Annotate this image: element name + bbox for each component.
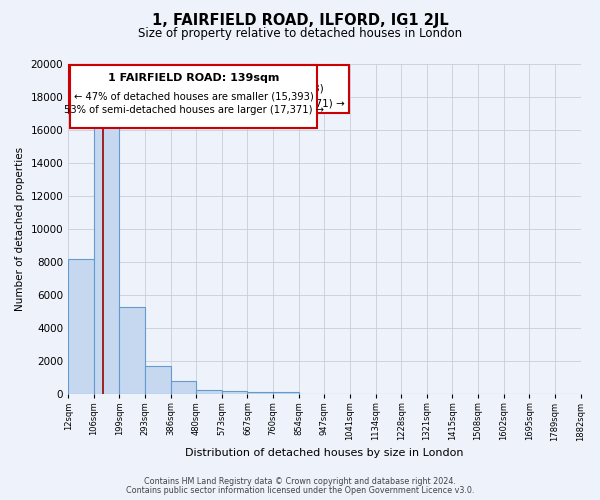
Text: Contains HM Land Registry data © Crown copyright and database right 2024.: Contains HM Land Registry data © Crown c… [144, 477, 456, 486]
Text: 1, FAIRFIELD ROAD, ILFORD, IG1 2JL: 1, FAIRFIELD ROAD, ILFORD, IG1 2JL [152, 12, 448, 28]
Bar [145, 366, 170, 394]
Bar [273, 392, 299, 394]
Bar [119, 307, 145, 394]
Text: 1 FAIRFIELD ROAD: 139sqm: 1 FAIRFIELD ROAD: 139sqm [108, 74, 280, 84]
Bar [222, 391, 247, 394]
Bar [170, 382, 196, 394]
Bar [68, 259, 94, 394]
Text: Contains public sector information licensed under the Open Government Licence v3: Contains public sector information licen… [126, 486, 474, 495]
Bar [196, 390, 222, 394]
Text: 1 FAIRFIELD ROAD: 139sqm
← 47% of detached houses are smaller (15,393)
53% of se: 1 FAIRFIELD ROAD: 139sqm ← 47% of detach… [73, 69, 345, 108]
Text: Size of property relative to detached houses in London: Size of property relative to detached ho… [138, 28, 462, 40]
Text: ← 47% of detached houses are smaller (15,393): ← 47% of detached houses are smaller (15… [74, 92, 314, 102]
Bar [247, 392, 273, 394]
Y-axis label: Number of detached properties: Number of detached properties [15, 147, 25, 312]
X-axis label: Distribution of detached houses by size in London: Distribution of detached houses by size … [185, 448, 464, 458]
Bar [94, 120, 119, 394]
Text: 53% of semi-detached houses are larger (17,371) →: 53% of semi-detached houses are larger (… [64, 105, 323, 115]
